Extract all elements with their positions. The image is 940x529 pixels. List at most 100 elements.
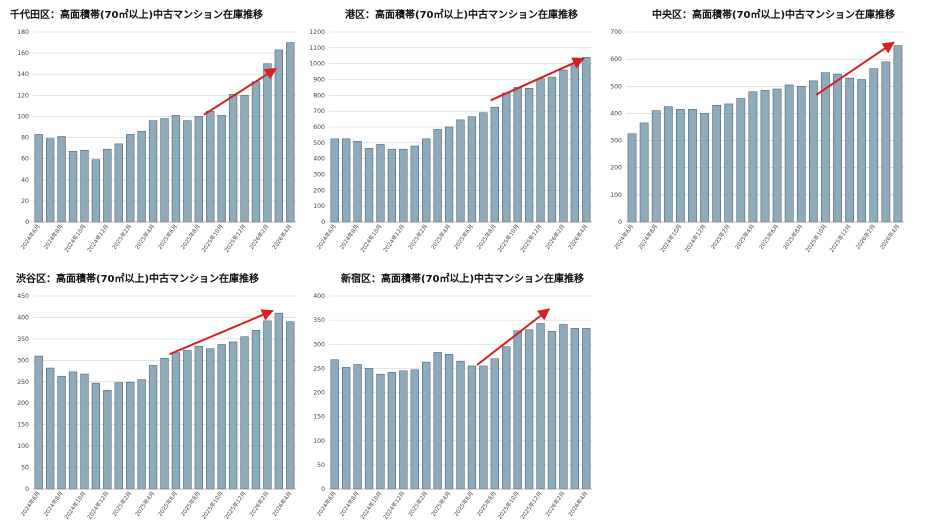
bar — [467, 365, 477, 490]
trend-arrow — [490, 57, 585, 102]
y-tick-label: 250 — [17, 379, 29, 386]
bar — [570, 328, 579, 490]
y-tick-label: 400 — [313, 293, 325, 300]
bar — [80, 149, 89, 223]
y-tick-label: 200 — [17, 400, 29, 407]
bar — [821, 72, 830, 223]
y-tick-label: 0 — [618, 219, 622, 226]
bar — [547, 330, 557, 490]
y-tick-label: 400 — [17, 314, 29, 321]
y-tick-label: 100 — [313, 438, 325, 445]
y-tick-label: 300 — [313, 341, 325, 348]
bar — [228, 341, 238, 490]
chart-panel-4: 新宿区：高面積帯(70㎡以上)中古マンション在庫推移 0 50 100 150 200 25… — [313, 272, 592, 521]
y-tick-label: 250 — [313, 365, 325, 372]
bar — [513, 87, 522, 223]
chart-title: 中央区：高面積帯(70㎡以上)中古マンション在庫推移 — [652, 8, 895, 21]
x-tick-label: 2025年10月 — [803, 223, 828, 254]
x-tick-label: 2026年2月 — [854, 223, 877, 251]
x-tick-label: 2025年10月 — [200, 490, 225, 521]
bar — [148, 365, 158, 490]
bar — [183, 350, 192, 490]
x-tick-label: 2025年4月 — [429, 223, 452, 251]
bar — [330, 138, 339, 223]
bar — [103, 390, 112, 490]
bar — [582, 57, 591, 223]
chart-panel-1: 港区：高面積帯(70㎡以上)中古マンション在庫推移 0 100 200 300 400 50… — [309, 8, 592, 254]
x-tick-label: 2025年2月 — [110, 223, 133, 251]
bar — [376, 144, 385, 223]
bar — [206, 110, 215, 223]
bar — [376, 373, 385, 490]
bar — [490, 358, 499, 490]
bar — [893, 45, 903, 223]
bar — [91, 159, 101, 223]
y-tick-label: 100 — [610, 192, 622, 199]
bar — [240, 336, 249, 490]
bar — [137, 130, 146, 223]
y-tick-label: 40 — [21, 177, 29, 184]
y-tick-label: 300 — [313, 172, 325, 179]
x-tick-label: 2026年4月 — [878, 223, 901, 251]
y-tick-label: 0 — [25, 219, 29, 226]
x-tick-label: 2026年4月 — [566, 223, 589, 251]
bar — [456, 360, 465, 490]
y-tick-label: 100 — [313, 203, 325, 210]
x-tick-label: 2026年4月 — [566, 490, 589, 518]
x-tick-label: 2026年2月 — [247, 223, 270, 251]
y-tick-label: 200 — [610, 165, 622, 172]
bar — [57, 136, 66, 223]
x-tick-label: 2025年10月 — [200, 223, 225, 254]
bar — [490, 106, 499, 223]
x-tick-label: 2024年12月 — [381, 223, 406, 254]
x-tick-label: 2025年6月 — [156, 490, 179, 518]
x-tick-label: 2024年12月 — [85, 223, 110, 254]
y-tick-label: 350 — [17, 336, 29, 343]
y-tick-label: 200 — [313, 390, 325, 397]
x-tick-label: 2025年12月 — [222, 223, 247, 254]
y-tick-label: 50 — [21, 465, 29, 472]
chart-title: 渋谷区：高面積帯(70㎡以上)中古マンション在庫推移 — [16, 272, 259, 285]
x-tick-label: 2024年10月 — [62, 223, 87, 254]
bar — [194, 345, 203, 490]
bar — [536, 323, 545, 490]
bar — [240, 95, 249, 223]
x-tick-label: 2026年4月 — [270, 490, 293, 518]
bar — [676, 109, 685, 223]
bar — [206, 348, 215, 490]
bar — [171, 352, 181, 490]
x-tick-label: 2024年6月 — [315, 490, 338, 518]
x-tick-label: 2024年8月 — [42, 490, 65, 518]
bar — [103, 148, 112, 223]
bar — [881, 61, 891, 223]
bar — [126, 134, 135, 223]
bar — [114, 382, 123, 490]
y-tick-label: 20 — [21, 198, 29, 205]
bar — [456, 119, 465, 223]
bar — [833, 73, 842, 223]
bar — [228, 94, 238, 223]
trend-arrow — [203, 67, 278, 116]
x-tick-label: 2024年8月 — [338, 490, 361, 518]
x-tick-label: 2025年10月 — [496, 490, 521, 521]
x-tick-label: 2024年8月 — [636, 223, 659, 251]
bar — [353, 141, 362, 223]
y-tick-label: 80 — [21, 135, 29, 142]
bar — [364, 148, 374, 223]
y-tick-label: 800 — [313, 92, 325, 99]
x-tick-label: 2025年8月 — [781, 223, 804, 251]
x-tick-label: 2025年4月 — [733, 223, 756, 251]
bar — [772, 88, 782, 223]
x-tick-label: 2024年10月 — [358, 223, 383, 254]
bar — [364, 368, 374, 490]
y-tick-label: 1000 — [309, 61, 325, 68]
bar — [410, 369, 419, 490]
x-tick-label: 2024年6月 — [19, 223, 42, 251]
bar — [422, 138, 431, 223]
y-tick-label: 100 — [17, 113, 29, 120]
x-tick-label: 2025年6月 — [452, 490, 475, 518]
bar — [126, 381, 135, 490]
x-tick-label: 2024年8月 — [338, 223, 361, 251]
chart-panel-2: 中央区：高面積帯(70㎡以上)中古マンション在庫推移 0 100 200 300 400 5… — [610, 8, 904, 254]
bar — [524, 87, 534, 223]
